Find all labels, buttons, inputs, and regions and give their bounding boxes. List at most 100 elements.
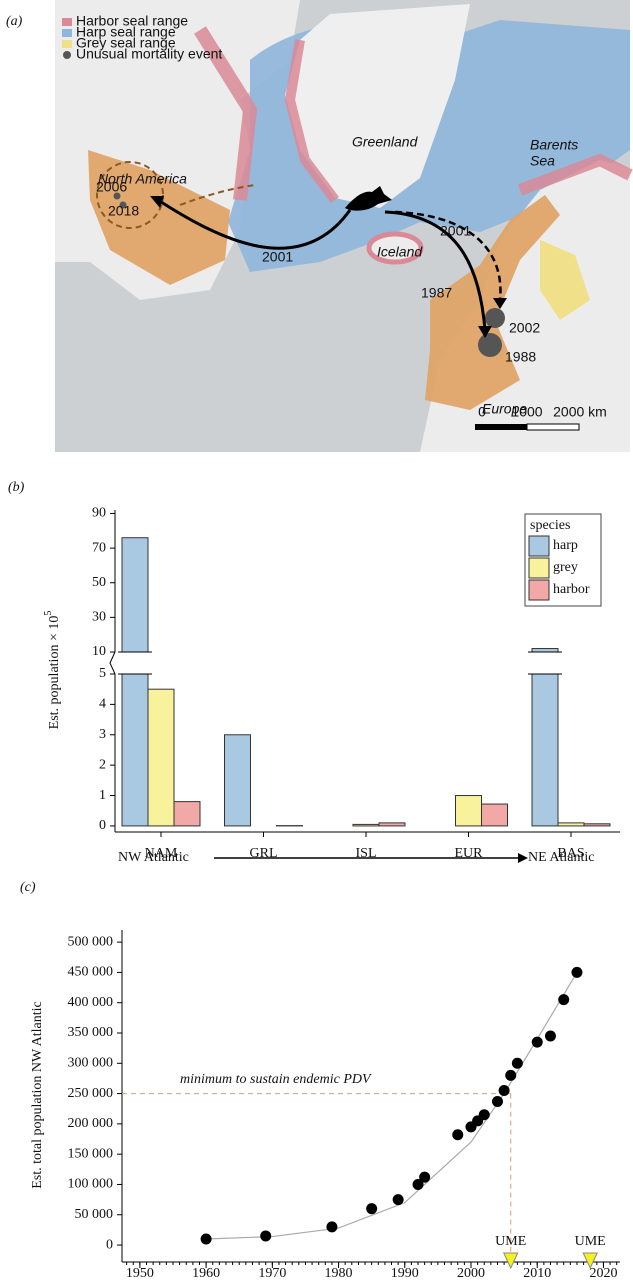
data-point (393, 1194, 404, 1205)
data-point (558, 994, 569, 1005)
y-tick-label: 450 000 (68, 965, 114, 980)
data-point (545, 1031, 556, 1042)
y-tick-label: 30 (92, 610, 106, 625)
bar (558, 823, 584, 826)
y-tick-label: 2 (99, 757, 106, 772)
y-tick-label: 150 000 (68, 1146, 114, 1161)
bar (532, 649, 558, 652)
place-label: Barents (530, 137, 578, 153)
y-tick-label: 3 (99, 727, 106, 742)
data-point (366, 1203, 377, 1214)
x-tick-label: 1990 (391, 1266, 419, 1280)
y-axis-label-exponent: 5 (43, 611, 54, 616)
x-tick-label: 1950 (126, 1266, 154, 1280)
y-axis-label: Est. population × 105 (43, 611, 62, 730)
scale-bar (527, 424, 579, 430)
legend-label: harbor (553, 582, 590, 597)
legend-swatch (63, 51, 71, 59)
data-point (512, 1058, 523, 1069)
y-tick-label: 250 000 (68, 1086, 114, 1101)
bar (122, 538, 148, 652)
y-tick-label: 300 000 (68, 1056, 114, 1071)
scale-label: 2000 km (553, 404, 607, 420)
year-label: 1988 (505, 349, 536, 365)
data-point (505, 1070, 516, 1081)
place-label: Sea (530, 153, 555, 169)
bar (225, 735, 251, 826)
x-tick-label: 2020 (589, 1266, 617, 1280)
y-axis-label-text: Est. population × 10 (47, 616, 62, 730)
ume-label: UME (575, 1234, 606, 1249)
bar (174, 802, 200, 826)
y-tick-label: 100 000 (68, 1177, 114, 1192)
data-point (326, 1221, 337, 1232)
fit-curve (206, 972, 577, 1239)
legend-swatch (62, 29, 72, 37)
mortality-event (478, 333, 502, 357)
year-label: 2001 (262, 249, 293, 265)
legend-swatch (62, 40, 72, 48)
y-tick-label: 500 000 (68, 934, 114, 949)
bar (482, 804, 508, 826)
y-axis-label: Est. total population NW Atlantic (30, 1001, 45, 1189)
place-label: Greenland (352, 134, 419, 150)
x-tick-label: 1980 (325, 1266, 353, 1280)
place-label: Europe (482, 401, 527, 417)
data-point (452, 1129, 463, 1140)
bar (353, 824, 379, 826)
x-tick-label: EUR (455, 846, 484, 861)
y-tick-label: 50 000 (75, 1207, 114, 1222)
y-tick-label: 0 (99, 818, 106, 833)
panel-label: (c) (20, 880, 36, 895)
legend-label: harp (553, 538, 578, 553)
x-tick-label: GRL (250, 846, 278, 861)
panel-label: (b) (8, 480, 25, 495)
x-tick-label: ISL (356, 846, 377, 861)
year-label: 2006 (96, 179, 127, 195)
year-label: 1987 (421, 285, 452, 301)
y-tick-label: 4 (99, 697, 106, 712)
data-point (532, 1037, 543, 1048)
y-tick-label: 10 (92, 644, 106, 659)
legend-label: grey (553, 560, 578, 575)
bar (148, 689, 174, 826)
x-tick-label: BAS (557, 846, 584, 861)
legend-swatch (529, 558, 549, 578)
place-label: Iceland (377, 244, 423, 260)
figure: (a) 0 1000 2000 km North America Greenla… (0, 0, 633, 1280)
legend-swatch (529, 536, 549, 556)
data-point (419, 1172, 430, 1183)
data-point (201, 1233, 212, 1244)
bar (122, 674, 148, 826)
y-tick-label: 0 (106, 1237, 113, 1252)
y-tick-label: 350 000 (68, 1025, 114, 1040)
legend-swatch (529, 580, 549, 600)
bar (532, 674, 558, 826)
y-tick-label: 400 000 (68, 995, 114, 1010)
y-tick-label: 50 (92, 575, 106, 590)
x-tick-label: 2000 (457, 1266, 485, 1280)
x-tick-label: NAM (145, 846, 178, 861)
data-point (479, 1109, 490, 1120)
x-tick-label: 1970 (258, 1266, 286, 1280)
ume-label: UME (495, 1234, 526, 1249)
y-tick-label: 70 (92, 540, 106, 555)
y-tick-label: 1 (99, 788, 106, 803)
bar (584, 824, 610, 826)
data-point (492, 1096, 503, 1107)
panel-label: (a) (6, 14, 23, 29)
bar (456, 796, 482, 826)
year-label: 2018 (108, 203, 139, 219)
data-point (571, 967, 582, 978)
legend-swatch (62, 18, 72, 26)
y-tick-label: 200 000 (68, 1116, 114, 1131)
page: (a) 0 1000 2000 km North America Greenla… (0, 0, 633, 1280)
ume-marker (504, 1253, 518, 1268)
legend-label: Unusual mortality event (76, 46, 222, 62)
x-tick-label: 1960 (192, 1266, 220, 1280)
year-label: 2002 (509, 320, 540, 336)
x-tick-label: 2010 (523, 1266, 551, 1280)
legend-title: species (530, 518, 570, 533)
bar (379, 823, 405, 826)
y-tick-label: 90 (92, 506, 106, 521)
